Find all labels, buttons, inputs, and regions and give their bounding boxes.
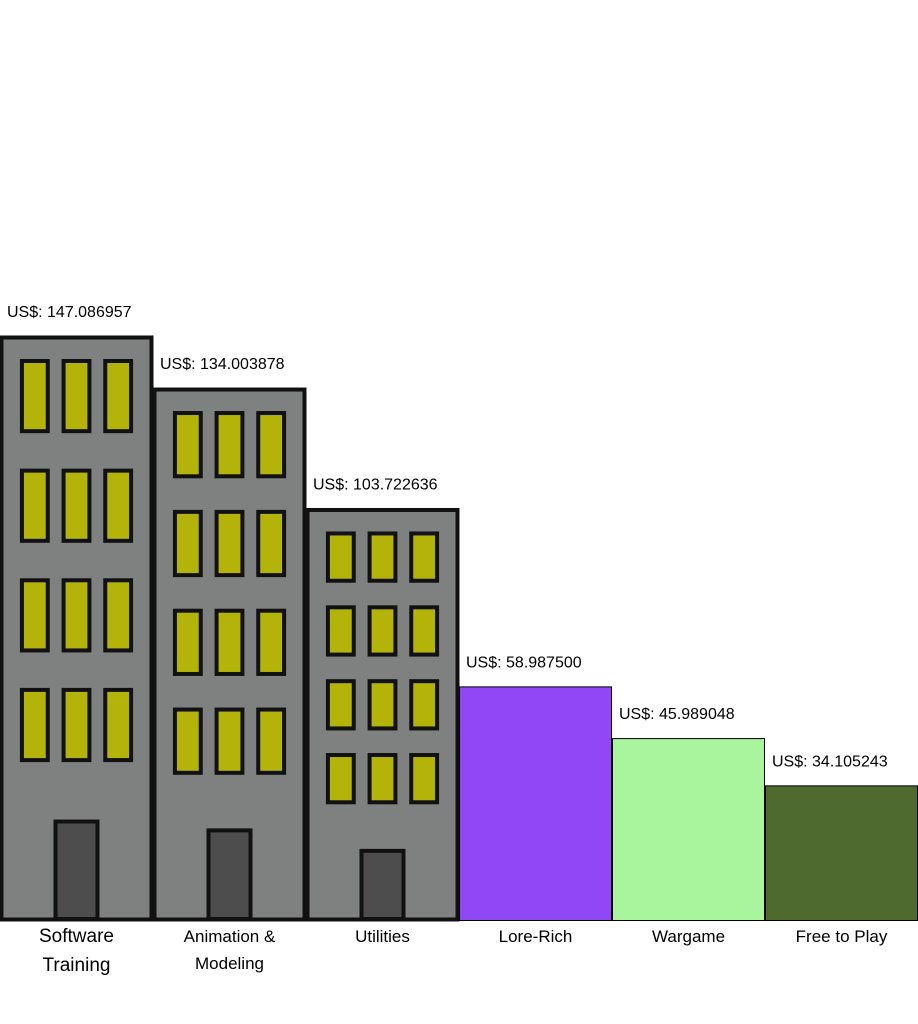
window	[367, 605, 398, 657]
data-label: US$: 147.086957	[7, 304, 132, 321]
window	[19, 468, 50, 543]
window	[256, 608, 287, 676]
door	[53, 819, 100, 921]
bar	[612, 738, 765, 922]
data-label: US$: 103.722636	[313, 476, 438, 493]
window	[409, 531, 440, 583]
window	[409, 753, 440, 805]
window	[214, 509, 245, 578]
bar	[765, 785, 918, 921]
window	[214, 411, 245, 479]
window	[325, 531, 356, 583]
window	[19, 687, 50, 763]
bar-group-2: US$: 134.003878 Animation & Modeling	[152, 356, 307, 973]
door	[359, 848, 406, 921]
window	[61, 359, 92, 434]
tick-label: Modeling	[195, 954, 264, 973]
tick-label: Wargame	[652, 927, 725, 946]
window	[367, 753, 398, 805]
window	[172, 411, 203, 479]
tick-label: Animation &	[184, 927, 276, 946]
tick-label: Software	[39, 926, 114, 947]
window	[256, 509, 287, 578]
window	[256, 707, 287, 775]
bar	[459, 686, 612, 921]
data-label: US$: 45.989048	[619, 706, 735, 723]
window	[409, 679, 440, 731]
window	[103, 578, 134, 653]
window	[325, 605, 356, 657]
window	[103, 468, 134, 543]
window	[61, 578, 92, 653]
window	[172, 509, 203, 578]
bar-group-4: US$: 58.987500 Lore-Rich	[459, 654, 612, 946]
window	[214, 707, 245, 775]
window	[214, 608, 245, 676]
bar-group-5: US$: 45.989048 Wargame	[612, 706, 765, 946]
bar-group-3: US$: 103.722636 Utilities	[305, 476, 460, 946]
window	[19, 578, 50, 653]
window	[367, 679, 398, 731]
window	[19, 359, 50, 434]
window	[103, 687, 134, 763]
door	[206, 828, 253, 921]
tick-label: Free to Play	[796, 927, 888, 946]
tick-label: Training	[43, 955, 111, 976]
window	[325, 753, 356, 805]
window	[256, 411, 287, 479]
tick-label: Utilities	[355, 927, 410, 946]
bar-group-6: US$: 34.105243 Free to Play	[765, 753, 918, 946]
window	[367, 531, 398, 583]
window	[61, 468, 92, 543]
data-label: US$: 134.003878	[160, 356, 285, 373]
data-label: US$: 34.105243	[772, 753, 888, 770]
data-label: US$: 58.987500	[466, 654, 582, 671]
window	[61, 687, 92, 763]
window	[172, 707, 203, 775]
window	[409, 605, 440, 657]
tick-label: Lore-Rich	[499, 927, 573, 946]
bar-group-1: US$: 147.086957 Software Training	[0, 304, 154, 976]
window	[325, 679, 356, 731]
window	[103, 359, 134, 434]
window	[172, 608, 203, 676]
